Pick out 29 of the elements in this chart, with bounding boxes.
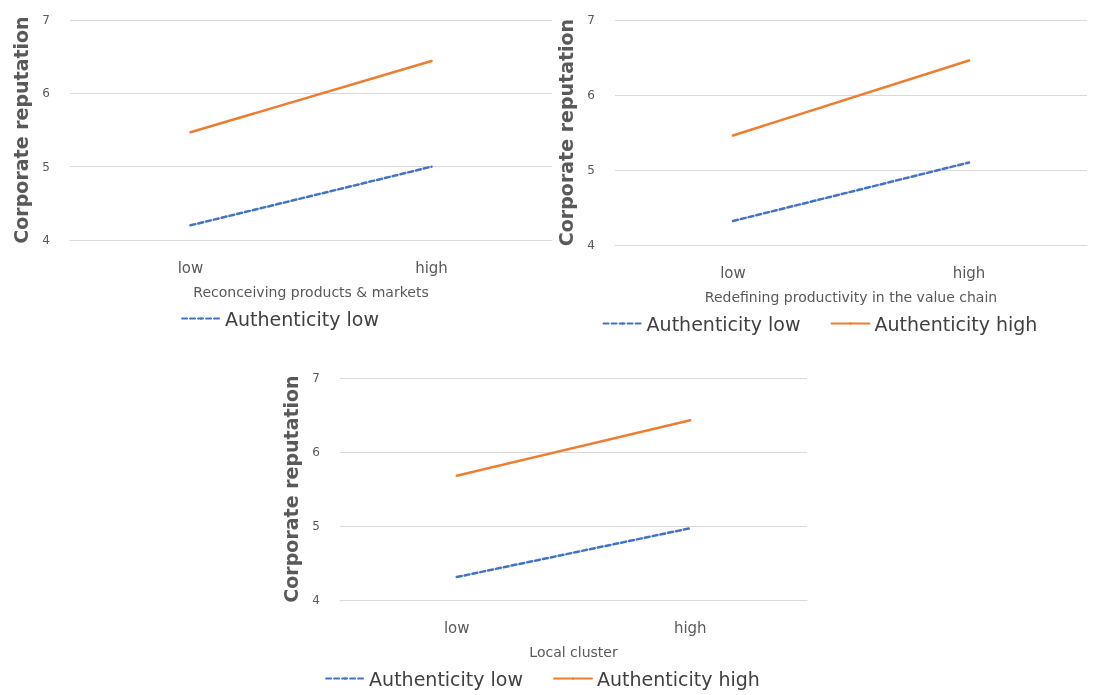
x-tick-label: low — [177, 258, 204, 277]
x-tick-label: low — [443, 618, 470, 637]
x-axis-title: Local cluster — [529, 644, 618, 660]
legend-label: Authenticity low — [369, 667, 524, 690]
y-axis-title: Corporate reputation — [279, 375, 302, 603]
x-tick-label: high — [415, 258, 448, 277]
legend-label: Authenticity low — [646, 312, 801, 335]
y-tick-label: 4 — [42, 233, 50, 247]
y-tick-label: 7 — [587, 13, 595, 27]
y-tick-label: 7 — [312, 371, 320, 385]
y-tick-label: 5 — [42, 159, 50, 174]
y-tick-label: 4 — [312, 593, 320, 607]
y-tick-label: 6 — [42, 86, 50, 101]
y-tick-label: 5 — [587, 163, 595, 177]
x-tick-label: high — [952, 263, 986, 282]
legend-label: Authenticity low — [225, 307, 379, 330]
x-tick-label: low — [720, 263, 746, 282]
y-tick-label: 6 — [587, 88, 595, 102]
legend-label: Authenticity high — [874, 312, 1038, 335]
x-axis-title: Redefining productivity in the value chain — [704, 289, 998, 305]
y-axis-title: Corporate reputation — [9, 16, 32, 244]
x-tick-label: high — [673, 618, 707, 637]
y-tick-label: 6 — [312, 445, 320, 459]
x-axis-title: Reconceiving products & markets — [193, 284, 429, 300]
legend-label: Authenticity high — [597, 667, 760, 690]
y-tick-label: 4 — [587, 238, 595, 252]
y-tick-label: 5 — [312, 519, 320, 533]
y-tick-label: 7 — [42, 13, 50, 27]
y-axis-title: Corporate reputation — [554, 18, 577, 247]
